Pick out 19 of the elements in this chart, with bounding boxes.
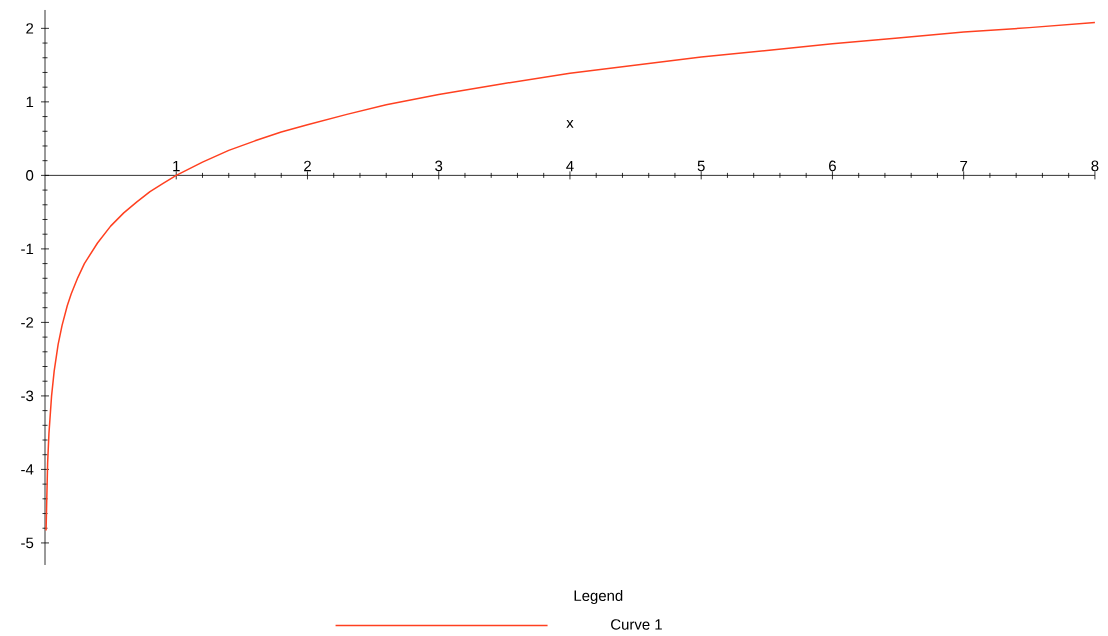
x-tick-label: 6 xyxy=(829,160,836,172)
x-tick-label: 1 xyxy=(173,160,180,172)
x-tick-label: 7 xyxy=(960,160,968,172)
x-tick-label: 3 xyxy=(435,160,443,172)
y-tick-label: 0 xyxy=(26,170,34,181)
y-tick-label: -4 xyxy=(21,464,34,475)
x-tick-label: 4 xyxy=(566,160,574,172)
y-tick-label: 2 xyxy=(26,23,34,34)
y-tick-label: -1 xyxy=(21,243,34,255)
y-tick-label: 1 xyxy=(26,96,34,108)
y-tick-label: -2 xyxy=(21,317,34,328)
legend-title: Legend xyxy=(574,590,623,604)
x-tick-label: 8 xyxy=(1091,160,1099,172)
y-tick-label: -5 xyxy=(21,537,34,549)
x-tick-label: 2 xyxy=(304,160,311,172)
y-tick-label: -3 xyxy=(21,390,34,402)
x-tick-label: 5 xyxy=(697,160,705,172)
text: Curve 1 xyxy=(611,619,662,630)
x-axis-title: x xyxy=(566,119,574,128)
